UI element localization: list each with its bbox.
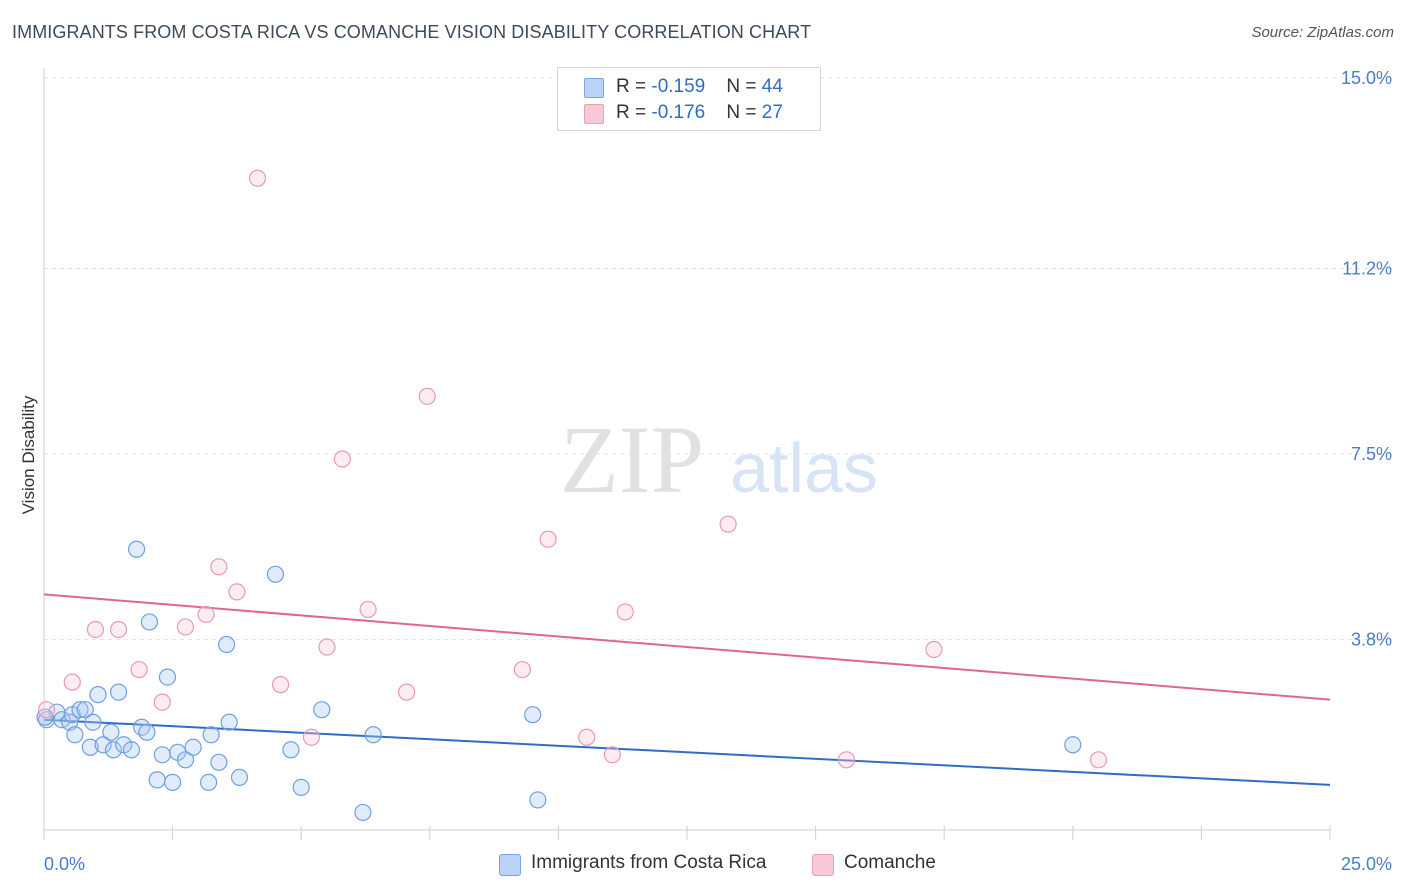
legend-r-value: -0.159	[651, 76, 706, 97]
legend-n-value: 44	[761, 76, 783, 97]
data-point-comanche	[616, 603, 634, 621]
data-point-costa-rica	[148, 771, 166, 789]
data-point-comanche	[418, 387, 436, 405]
data-point-comanche	[603, 746, 622, 764]
data-point-costa-rica	[133, 718, 151, 736]
series-swatch-pink	[812, 854, 834, 876]
data-point-costa-rica	[529, 791, 547, 809]
watermark-atlas: atlas	[730, 429, 878, 507]
data-point-comanche	[109, 620, 128, 639]
legend-swatch-blue	[584, 78, 604, 98]
data-point-comanche	[272, 676, 290, 694]
data-point-comanche	[359, 600, 377, 619]
data-point-comanche	[719, 515, 737, 533]
x-axis-ticks	[43, 826, 1331, 840]
data-point-comanche	[197, 605, 215, 624]
series-swatch-blue	[499, 854, 521, 876]
data-point-comanche	[153, 693, 171, 711]
data-point-costa-rica	[71, 701, 89, 719]
data-point-costa-rica	[66, 726, 84, 744]
data-point-costa-rica	[210, 753, 228, 771]
data-point-comanche	[837, 751, 856, 769]
legend-r-label: R =	[616, 76, 652, 97]
y-tick-label: 15.0%	[1341, 68, 1392, 88]
x-tick-label-max: 25.0%	[1341, 854, 1392, 874]
legend-r-label: R =	[616, 102, 652, 123]
data-point-costa-rica	[176, 751, 195, 769]
data-point-costa-rica	[84, 713, 102, 731]
data-point-comanche	[318, 638, 336, 656]
data-point-comanche	[63, 673, 81, 691]
data-point-costa-rica	[313, 701, 331, 719]
data-point-costa-rica	[1064, 736, 1082, 754]
data-point-comanche	[398, 683, 416, 701]
data-point-costa-rica	[202, 726, 220, 744]
series-name: Comanche	[844, 852, 936, 873]
y-axis-title: Vision Disability	[19, 395, 38, 514]
data-point-costa-rica	[220, 713, 238, 731]
data-point-costa-rica	[153, 746, 171, 764]
legend-n-label: N =	[726, 76, 762, 97]
legend-n-value: 27	[761, 102, 783, 123]
stats-legend: R = -0.159 N = 44 R = -0.176 N = 27	[557, 67, 821, 131]
data-point-comanche	[130, 660, 148, 679]
data-point-comanche	[333, 450, 351, 468]
data-point-costa-rica	[524, 706, 542, 724]
data-points	[36, 169, 1108, 822]
data-point-costa-rica	[138, 723, 156, 741]
y-tick-label: 3.8%	[1351, 629, 1392, 649]
data-point-comanche	[539, 530, 557, 548]
data-point-comanche	[37, 701, 56, 719]
y-axis-tick-labels: 3.8% 7.5% 11.2% 15.0%	[1341, 68, 1392, 649]
data-point-costa-rica	[140, 613, 159, 631]
data-point-costa-rica	[94, 736, 112, 754]
data-point-comanche	[513, 660, 531, 679]
data-point-costa-rica	[102, 723, 120, 741]
data-point-costa-rica	[76, 701, 94, 719]
data-point-costa-rica	[104, 741, 123, 759]
series-name: Immigrants from Costa Rica	[531, 852, 767, 873]
chart-title: IMMIGRANTS FROM COSTA RICA VS COMANCHE V…	[12, 22, 812, 42]
data-point-costa-rica	[292, 778, 310, 796]
data-point-costa-rica	[218, 635, 236, 654]
data-point-comanche	[925, 640, 943, 659]
legend-n-label: N =	[726, 102, 762, 123]
data-point-comanche	[1089, 751, 1108, 769]
data-point-costa-rica	[127, 540, 146, 558]
legend-r-value: -0.176	[651, 102, 706, 123]
data-point-costa-rica	[184, 738, 202, 756]
x-tick-label-min: 0.0%	[44, 854, 85, 874]
grid-lines	[44, 77, 1392, 640]
data-point-comanche	[176, 618, 195, 636]
data-point-costa-rica	[200, 773, 218, 791]
data-point-comanche	[248, 169, 267, 187]
data-point-costa-rica	[109, 683, 128, 701]
data-point-costa-rica	[158, 668, 177, 686]
data-point-costa-rica	[230, 768, 249, 786]
data-point-costa-rica	[122, 741, 141, 759]
data-point-comanche	[578, 728, 596, 746]
source-label: Source: ZipAtlas.com	[1251, 24, 1394, 41]
data-point-costa-rica	[164, 773, 182, 791]
data-point-costa-rica	[81, 738, 99, 756]
y-tick-label: 11.2%	[1342, 259, 1392, 279]
data-point-comanche	[228, 583, 246, 601]
data-point-costa-rica	[354, 803, 372, 822]
data-point-costa-rica	[282, 741, 300, 759]
trend-line-costa-rica	[43, 718, 1331, 786]
y-tick-label: 7.5%	[1351, 444, 1392, 464]
data-point-comanche	[210, 558, 228, 576]
data-point-comanche	[302, 728, 321, 746]
data-point-costa-rica	[89, 686, 107, 704]
trend-lines	[43, 593, 1331, 786]
trend-line-comanche	[43, 593, 1331, 701]
data-point-costa-rica	[364, 726, 382, 744]
data-point-costa-rica	[266, 565, 285, 583]
legend-swatch-pink	[584, 104, 604, 124]
watermark-zip: ZIP	[560, 406, 704, 513]
data-point-comanche	[86, 620, 105, 639]
